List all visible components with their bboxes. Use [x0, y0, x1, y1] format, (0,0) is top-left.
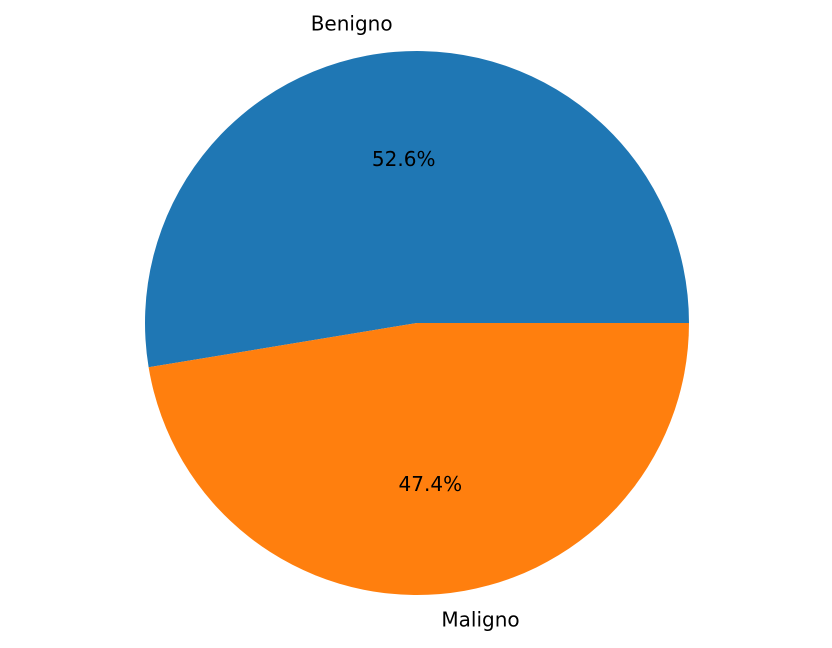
slice-percent-benigno: 52.6%: [372, 147, 436, 171]
slice-percent-maligno: 47.4%: [399, 472, 463, 496]
slice-label-benigno: Benigno: [311, 11, 393, 35]
pie-labels: Benigno 52.6% Maligno 47.4%: [311, 11, 520, 631]
pie-slices: [144, 50, 689, 595]
pie-slice-benigno: [144, 50, 689, 368]
pie-slice-maligno: [148, 323, 689, 595]
slice-label-maligno: Maligno: [441, 608, 519, 632]
